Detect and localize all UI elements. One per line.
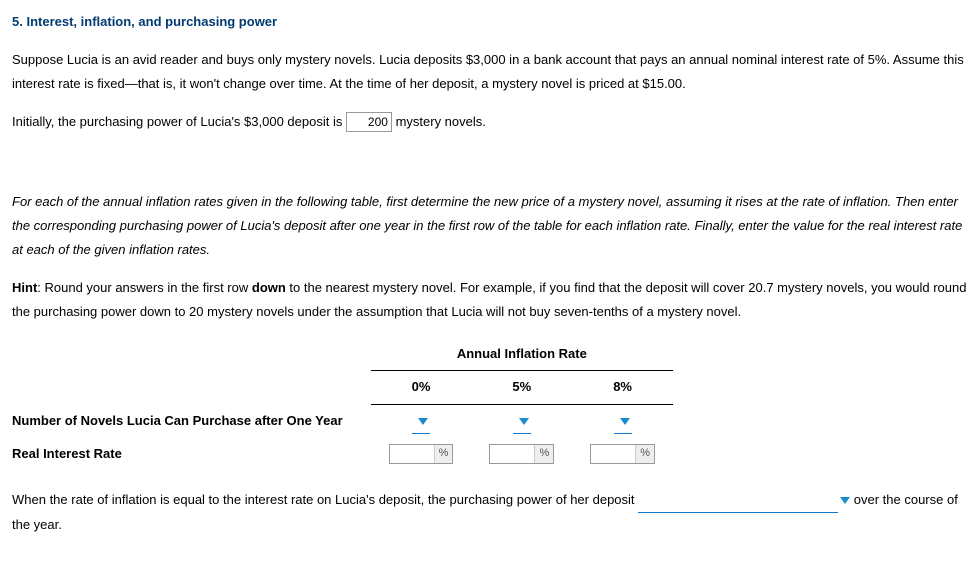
hint-label: Hint	[12, 280, 37, 295]
initial-novels-input[interactable]	[346, 112, 392, 132]
table-super-header: Annual Inflation Rate	[371, 338, 673, 371]
real-rate-input-2[interactable]	[591, 445, 635, 463]
paragraph-intro: Suppose Lucia is an avid reader and buys…	[12, 48, 968, 96]
paragraph-initial-pp: Initially, the purchasing power of Lucia…	[12, 110, 968, 134]
real-rate-input-1[interactable]	[490, 445, 534, 463]
chevron-down-icon	[620, 418, 630, 425]
col-header-2: 8%	[572, 371, 673, 404]
paragraph-conclusion: When the rate of inflation is equal to t…	[12, 488, 968, 537]
question-title: 5. Interest, inflation, and purchasing p…	[12, 10, 968, 34]
paragraph-hint: Hint: Round your answers in the first ro…	[12, 276, 968, 324]
percent-symbol: %	[635, 445, 654, 463]
text-after-input: mystery novels.	[396, 114, 486, 129]
hint-bold-word: down	[252, 280, 286, 295]
novels-dropdown-1[interactable]	[513, 409, 531, 434]
novels-dropdown-0[interactable]	[412, 409, 430, 434]
percent-symbol: %	[534, 445, 553, 463]
percent-symbol: %	[434, 445, 453, 463]
row1-label: Number of Novels Lucia Can Purchase afte…	[12, 404, 371, 438]
conclusion-dropdown[interactable]	[638, 488, 838, 513]
col-header-0: 0%	[371, 371, 472, 404]
text-before-input: Initially, the purchasing power of Lucia…	[12, 114, 346, 129]
real-rate-input-0[interactable]	[390, 445, 434, 463]
col-header-1: 5%	[471, 371, 572, 404]
novels-dropdown-2[interactable]	[614, 409, 632, 434]
paragraph-instructions: For each of the annual inflation rates g…	[12, 190, 968, 262]
chevron-down-icon	[519, 418, 529, 425]
chevron-down-icon	[418, 418, 428, 425]
chevron-down-icon	[840, 497, 850, 504]
conclusion-text-a: When the rate of inflation is equal to t…	[12, 492, 638, 507]
inflation-table: Annual Inflation Rate 0% 5% 8% Number of…	[12, 338, 673, 469]
row2-label: Real Interest Rate	[12, 438, 371, 470]
